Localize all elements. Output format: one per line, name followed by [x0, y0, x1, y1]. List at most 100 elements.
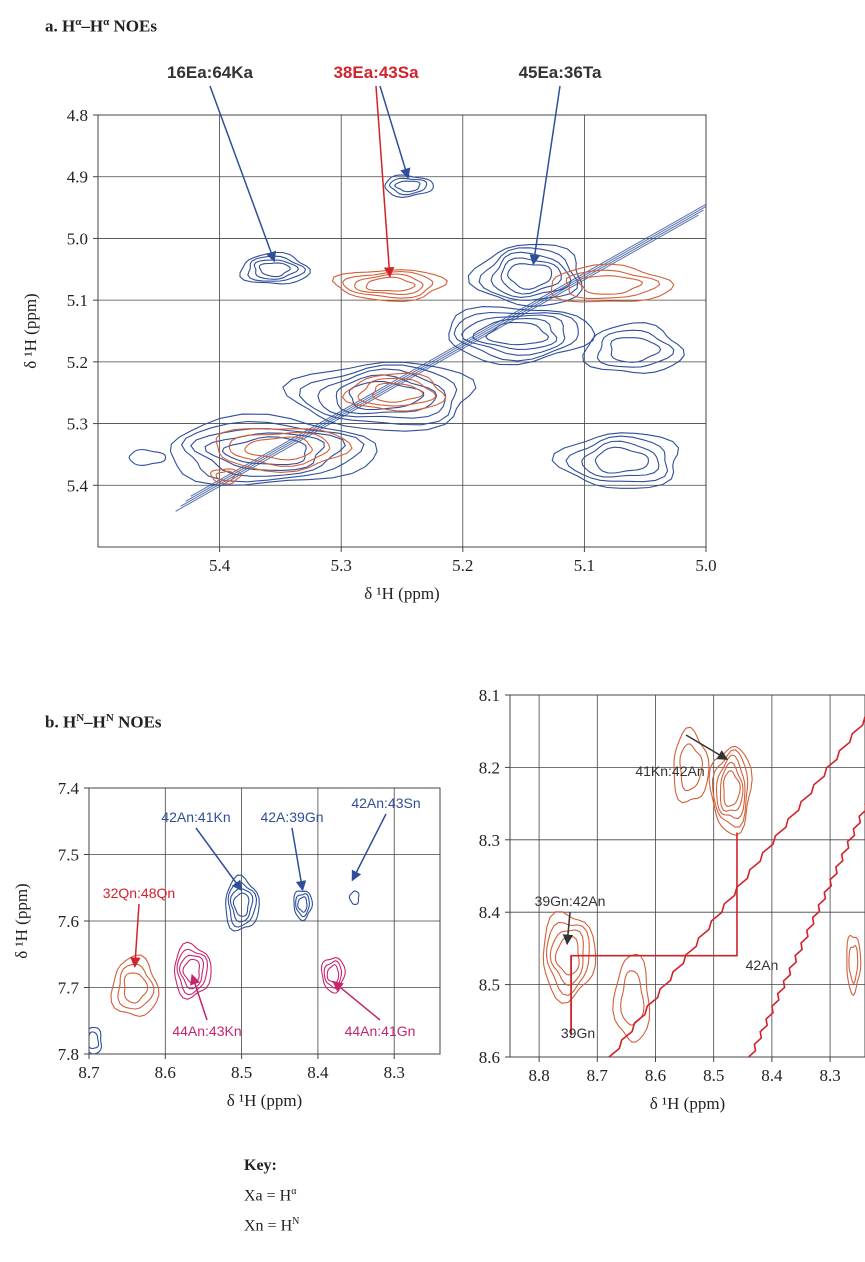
y-tick-label: 7.8: [58, 1045, 79, 1064]
peak-2-level-1: [342, 270, 434, 299]
key-line-hn: Xn = HN: [244, 1209, 299, 1239]
annotation-arrow: [190, 973, 208, 1021]
y-tick-label: 5.1: [67, 291, 88, 310]
y-axis-label: δ ¹H (ppm): [12, 883, 31, 958]
x-tick-label: 8.5: [231, 1063, 252, 1082]
x-tick-label: 5.1: [574, 556, 595, 575]
y-tick-label: 8.6: [479, 1048, 500, 1067]
annotation-label: 45Ea:36Ta: [519, 63, 602, 82]
diagonal-trace-secondary: [748, 803, 865, 1057]
peak-0-level-0: [239, 251, 311, 285]
annotation-arrow: [351, 813, 387, 882]
x-tick-label: 8.4: [307, 1063, 329, 1082]
panel-b-title-sup1: N: [76, 712, 85, 724]
peak-6-level-0: [89, 1026, 102, 1054]
peak-3-level-2: [490, 251, 572, 298]
peak-6-level-1: [89, 1031, 100, 1050]
y-tick-label: 8.3: [479, 831, 500, 850]
y-tick-label: 7.6: [58, 912, 79, 931]
x-tick-label: 5.4: [209, 556, 231, 575]
annotation-arrow: [291, 827, 307, 892]
y-tick-label: 7.4: [58, 779, 80, 798]
annotation-label: 39Gn:42An: [535, 893, 606, 909]
peak-3-level-2: [123, 972, 149, 1004]
x-tick-label: 8.4: [761, 1066, 783, 1085]
peak-2-level-0: [348, 890, 360, 905]
peak-6-level-1: [298, 364, 458, 426]
annotation-label: 42An:43Sn: [351, 795, 420, 811]
annotation-arrow: [209, 85, 276, 263]
peak-3-level-1: [679, 743, 703, 792]
peak-2-level-3: [365, 276, 416, 292]
x-tick-label: 8.7: [78, 1063, 100, 1082]
annotation-label: 42An: [746, 957, 779, 973]
peak-1-level-2: [715, 754, 746, 820]
peak-6-level-0: [282, 361, 477, 432]
peak-1-level-0: [384, 174, 434, 198]
peak-11-level-1: [596, 329, 675, 368]
panel-b-title: b. HN–HN NOEs: [45, 712, 162, 733]
x-tick-label: 8.8: [528, 1066, 549, 1085]
annotation-arrow: [332, 980, 381, 1021]
peak-0-level-3: [258, 262, 291, 278]
annotation-arrow: [562, 911, 574, 946]
peak-1-level-4: [723, 770, 741, 807]
y-tick-label: 8.4: [479, 903, 501, 922]
annotation-arrow: [529, 85, 561, 266]
x-axis-label: δ ¹H (ppm): [227, 1091, 302, 1110]
annotation-label: 32Qn:48Qn: [103, 885, 175, 901]
peak-1-level-2: [394, 180, 421, 193]
peak-4-level-0: [846, 934, 862, 997]
peak-3-level-0: [673, 726, 710, 804]
peak-0-level-3: [554, 936, 580, 976]
annotation-arrow: [379, 85, 411, 179]
y-tick-label: 4.9: [67, 168, 88, 187]
peak-12-level-0: [128, 448, 167, 466]
peak-1-level-2: [297, 896, 308, 913]
peak-7-level-2: [372, 382, 424, 403]
y-tick-label: 5.0: [67, 229, 88, 248]
annotation-label: 38Ea:43Sa: [333, 63, 419, 82]
key-line1-sup: α: [291, 1186, 297, 1197]
panel-b-title-suffix: NOEs: [113, 712, 162, 732]
y-tick-label: 4.8: [67, 106, 88, 125]
peak-4-level-1: [565, 269, 661, 299]
annotation-arrow: [195, 827, 243, 892]
panel-a-title-mid: –H: [81, 16, 104, 36]
annotation-arrow: [130, 903, 141, 968]
panel-a-title-suffix: NOEs: [109, 16, 157, 36]
peak-6-level-4: [348, 381, 425, 411]
y-tick-label: 8.1: [479, 686, 500, 705]
peak-0-level-1: [545, 921, 590, 996]
peak-10-level-3: [594, 446, 650, 474]
plot-frame: [97, 114, 707, 548]
peak-10-level-2: [581, 440, 660, 478]
panel-b-title-prefix: b. H: [45, 712, 77, 732]
annotation-label: 44An:43Kn: [172, 1023, 241, 1039]
diagonal-ridge-line: [185, 205, 706, 502]
x-tick-label: 8.3: [819, 1066, 840, 1085]
peak-5-level-4: [485, 321, 550, 346]
annotation-label: 41Kn:42An: [635, 763, 704, 779]
peak-4-level-0: [173, 941, 212, 1000]
peak-10-level-0: [551, 432, 680, 489]
peak-1-level-1: [295, 893, 310, 918]
peak-1-level-0: [293, 890, 314, 922]
peak-3-level-4: [507, 263, 553, 290]
key-line2-sup: N: [292, 1216, 300, 1228]
annotation-label: 16Ea:64Ka: [167, 63, 254, 82]
peak-3-level-1: [117, 963, 155, 1010]
y-tick-label: 5.3: [67, 415, 88, 434]
chart-a: 5.4 5.3 5.2 5.1 5.0 4.8 4.9 5.0 5.1 5.2 5.3 5.4 δ ¹H…: [21, 63, 717, 603]
panel-a-title-sup1: α: [75, 16, 82, 28]
peak-6-level-3: [335, 374, 438, 415]
peak-0-level-2: [549, 929, 584, 986]
x-tick-label: 8.3: [384, 1063, 405, 1082]
peak-9-level-0: [215, 428, 353, 473]
peak-4-level-1: [848, 945, 859, 985]
x-tick-label: 8.6: [645, 1066, 666, 1085]
annotation-label: 44An:41Gn: [345, 1023, 416, 1039]
key-line2-text: Xn = H: [244, 1217, 293, 1235]
peak-4-level-0: [550, 263, 675, 303]
